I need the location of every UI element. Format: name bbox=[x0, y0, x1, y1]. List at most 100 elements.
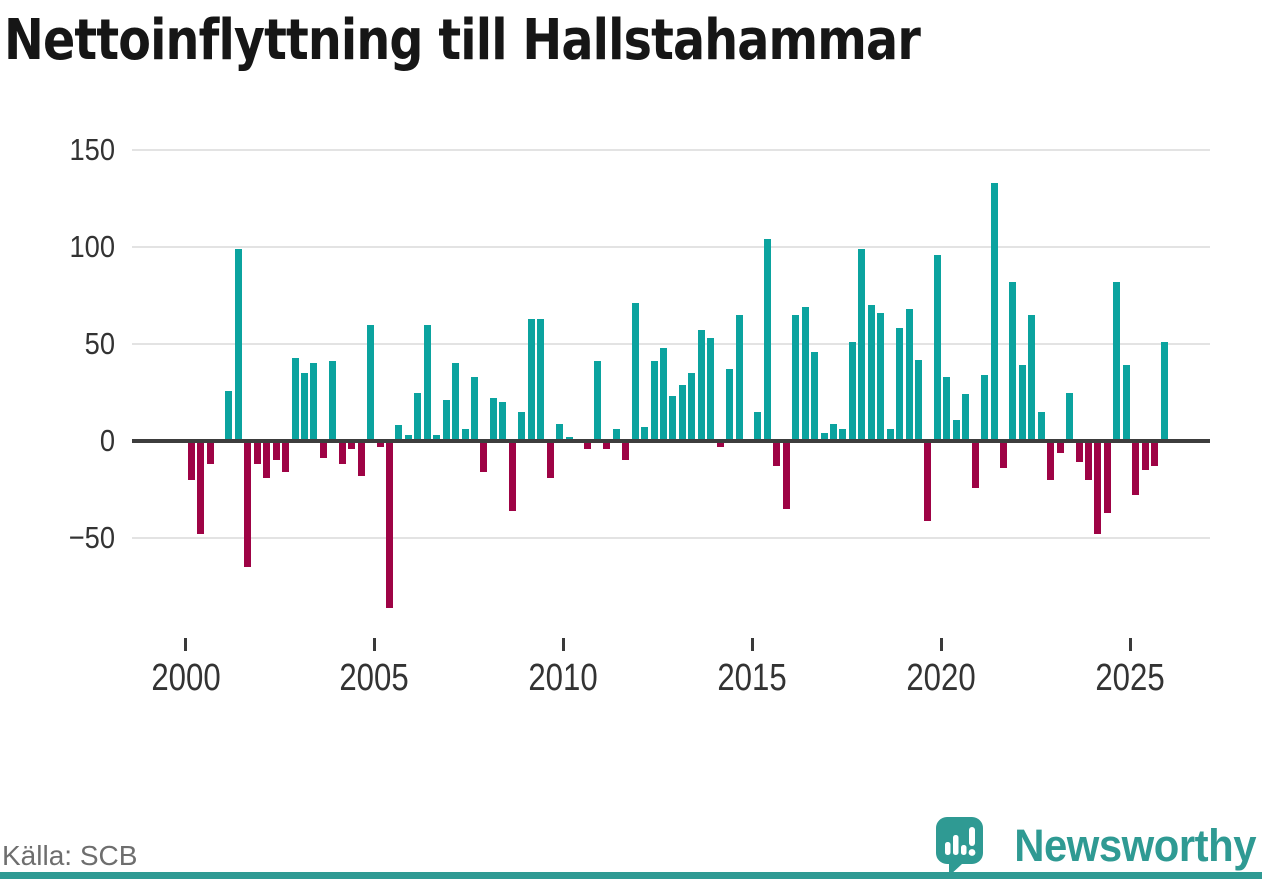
bar-2001q1 bbox=[225, 390, 233, 441]
bar-2014q3 bbox=[735, 314, 743, 441]
x-axis-tick-2010 bbox=[561, 638, 565, 651]
bar-2004q2 bbox=[348, 441, 356, 449]
bar-2000q2 bbox=[197, 441, 205, 535]
bar-2001q4 bbox=[253, 441, 261, 465]
bar-2023q2 bbox=[1066, 392, 1074, 441]
chart-title: Nettoinflyttning till Hallstahammar bbox=[4, 8, 921, 73]
bar-2009q3 bbox=[546, 441, 554, 478]
bar-2005q4 bbox=[404, 435, 412, 441]
x-axis-tick-2005 bbox=[372, 638, 376, 651]
bar-2015q4 bbox=[782, 441, 790, 509]
bar-2008q3 bbox=[508, 441, 516, 511]
x-axis-label-2010: 2010 bbox=[528, 656, 598, 699]
bar-2007q4 bbox=[480, 441, 488, 473]
bar-2001q3 bbox=[244, 441, 252, 568]
bar-2022q2 bbox=[1028, 314, 1036, 441]
bar-2023q1 bbox=[1056, 441, 1064, 453]
bar-2015q3 bbox=[773, 441, 781, 467]
zero-axis-line bbox=[132, 439, 1210, 443]
y-axis-label-150: 150 bbox=[69, 132, 115, 167]
speech-bubble-shape bbox=[935, 817, 983, 876]
bar-2002q4 bbox=[291, 357, 299, 441]
bar-2011q2 bbox=[612, 429, 620, 441]
x-axis-label-2005: 2005 bbox=[339, 656, 410, 699]
bar-2015q2 bbox=[763, 239, 771, 441]
bar-2003q1 bbox=[301, 373, 309, 441]
bar-2004q4 bbox=[367, 324, 375, 441]
bar-2020q2 bbox=[952, 419, 960, 441]
bar-2013q4 bbox=[707, 338, 715, 441]
bar-2020q3 bbox=[962, 394, 970, 441]
bar-2015q1 bbox=[754, 411, 762, 441]
y-axis-label-50: 50 bbox=[84, 326, 115, 361]
gridline-150 bbox=[132, 149, 1210, 151]
bar-2020q1 bbox=[943, 376, 951, 441]
bar-2005q1 bbox=[376, 441, 384, 447]
bar-2001q2 bbox=[234, 248, 242, 441]
bar-2019q2 bbox=[914, 359, 922, 441]
y-axis-label--50: −50 bbox=[68, 520, 115, 555]
bar-2011q1 bbox=[603, 441, 611, 449]
bar-2024q2 bbox=[1103, 441, 1111, 513]
bar-2002q1 bbox=[263, 441, 271, 478]
bar-2012q2 bbox=[650, 361, 658, 441]
bar-2006q4 bbox=[442, 400, 450, 441]
bar-2019q1 bbox=[905, 309, 913, 441]
bar-2008q4 bbox=[518, 411, 526, 441]
newsworthy-wordmark: Newsworthy bbox=[1014, 820, 1256, 871]
bar-2000q3 bbox=[206, 441, 214, 465]
bar-2018q4 bbox=[896, 328, 904, 441]
y-axis-label-0: 0 bbox=[99, 423, 115, 458]
bar-2011q4 bbox=[631, 303, 639, 441]
bottom-accent-bar bbox=[0, 872, 1262, 879]
x-axis-label-2000: 2000 bbox=[150, 656, 221, 699]
bar-2021q4 bbox=[1009, 281, 1017, 441]
bar-2004q3 bbox=[357, 441, 365, 476]
x-axis-label-2025: 2025 bbox=[1095, 656, 1165, 699]
source-label: Källa: SCB bbox=[2, 840, 138, 871]
bar-2005q2 bbox=[386, 441, 394, 608]
gridline-50 bbox=[132, 343, 1210, 345]
bar-2009q1 bbox=[527, 318, 535, 441]
bar-2016q3 bbox=[811, 351, 819, 441]
bar-2024q3 bbox=[1113, 281, 1121, 441]
bar-2010q3 bbox=[584, 441, 592, 449]
bar-2008q1 bbox=[489, 398, 497, 441]
bar-2013q3 bbox=[697, 330, 705, 441]
newsworthy-logo: Newsworthy bbox=[935, 816, 1256, 876]
bar-2003q3 bbox=[319, 441, 327, 459]
bar-2016q2 bbox=[801, 307, 809, 441]
bar-2009q2 bbox=[537, 318, 545, 441]
bar-2025q1 bbox=[1132, 441, 1140, 496]
bar-2018q2 bbox=[877, 312, 885, 441]
bar-2016q1 bbox=[792, 314, 800, 441]
bar-2014q1 bbox=[716, 441, 724, 447]
y-axis-label-100: 100 bbox=[69, 229, 115, 264]
bar-2023q4 bbox=[1084, 441, 1092, 480]
bar-2006q3 bbox=[433, 435, 441, 441]
bar-2002q3 bbox=[282, 441, 290, 473]
bar-2013q1 bbox=[678, 384, 686, 441]
x-axis-label-2020: 2020 bbox=[906, 656, 976, 699]
x-axis-tick-2015 bbox=[750, 638, 754, 651]
bar-2018q3 bbox=[886, 429, 894, 441]
x-axis-tick-2020 bbox=[939, 638, 943, 651]
bar-2019q4 bbox=[933, 254, 941, 441]
bar-2000q1 bbox=[187, 441, 195, 480]
bar-2022q1 bbox=[1018, 365, 1026, 441]
bar-2005q3 bbox=[395, 425, 403, 441]
bar-2017q4 bbox=[858, 248, 866, 441]
bar-2017q2 bbox=[839, 429, 847, 441]
bar-2021q2 bbox=[990, 182, 998, 441]
bar-2025q2 bbox=[1141, 441, 1149, 471]
bar-2007q3 bbox=[471, 376, 479, 441]
bar-2002q2 bbox=[272, 441, 280, 461]
bar-2018q1 bbox=[867, 305, 875, 441]
x-axis-tick-2025 bbox=[1128, 638, 1132, 651]
bar-2003q4 bbox=[329, 361, 337, 441]
bar-2025q4 bbox=[1160, 342, 1168, 441]
gridline-100 bbox=[132, 246, 1210, 248]
bar-2019q3 bbox=[924, 441, 932, 521]
bar-2012q3 bbox=[659, 347, 667, 441]
x-axis-tick-2000 bbox=[184, 638, 187, 651]
